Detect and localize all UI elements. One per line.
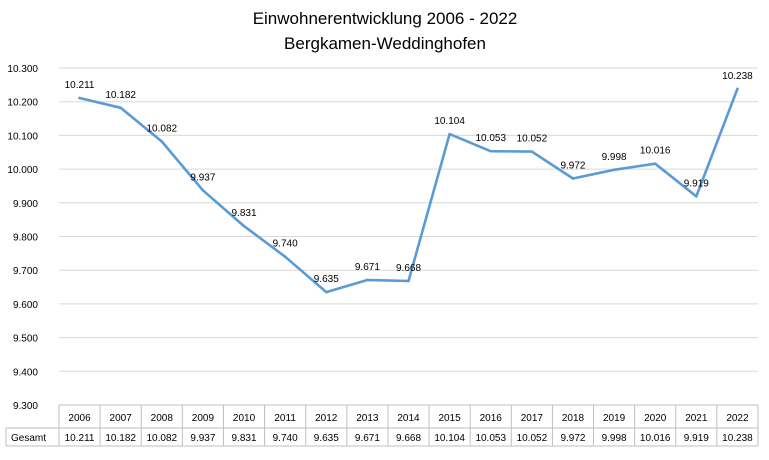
data-point: [242, 224, 246, 228]
data-label: 9.937: [190, 172, 215, 183]
table-value-cell: 10.182: [105, 433, 136, 444]
data-label: 10.104: [434, 116, 465, 127]
data-point: [324, 290, 328, 294]
data-point: [653, 162, 657, 166]
y-tick-label: 9.800: [13, 233, 38, 244]
y-tick-label: 10.300: [7, 64, 38, 75]
data-label: 10.052: [517, 134, 548, 145]
data-label: 9.998: [602, 152, 627, 163]
data-point: [119, 106, 122, 110]
y-tick-label: 9.400: [13, 367, 38, 378]
data-point: [160, 140, 164, 143]
data-label: 10.053: [475, 133, 506, 144]
chart-subtitle: Bergkamen-Weddinghofen: [284, 34, 486, 53]
y-tick-label: 9.500: [13, 334, 38, 345]
data-label: 10.238: [722, 71, 753, 82]
table-row-header: Gesamt: [11, 433, 46, 444]
x-tick-label: 2007: [110, 413, 133, 424]
y-tick-label: 9.600: [13, 300, 38, 311]
y-tick-label: 10.000: [7, 165, 38, 176]
x-tick-label: 2016: [480, 413, 503, 424]
x-tick-label: 2014: [397, 413, 420, 424]
data-label: 9.668: [396, 263, 421, 274]
data-point: [283, 255, 287, 259]
table-value-cell: 9.671: [355, 433, 380, 444]
x-tick-label: 2012: [315, 413, 338, 424]
table-value-cell: 10.052: [517, 433, 548, 444]
x-tick-label: 2017: [521, 413, 544, 424]
y-tick-label: 10.100: [7, 131, 38, 142]
data-point: [366, 278, 369, 282]
table-value-cell: 9.740: [273, 433, 298, 444]
data-label: 9.831: [232, 208, 257, 219]
data-table: Gesamt 2006 10.211 2007 10.182 2008 10.082 2009…: [5, 404, 759, 447]
data-label: 9.740: [273, 239, 298, 250]
data-label: 9.671: [355, 262, 380, 273]
chart-title: Einwohnerentwicklung 2006 - 2022: [253, 9, 518, 28]
x-tick-label: 2020: [644, 413, 667, 424]
data-point: [407, 279, 410, 283]
y-tick-label: 10.200: [7, 98, 38, 109]
x-tick-label: 2022: [726, 413, 749, 424]
data-label: 9.919: [684, 178, 709, 189]
x-tick-label: 2011: [274, 413, 296, 424]
x-tick-label: 2009: [192, 413, 215, 424]
table-value-cell: 10.211: [65, 433, 95, 444]
data-label: 10.182: [105, 90, 136, 101]
data-point: [612, 168, 616, 172]
data-point: [201, 189, 205, 192]
y-axis: 9.300 9.400 9.500 9.600 9.700 9.800 9.900 10.00…: [7, 64, 38, 412]
series-layer: [78, 87, 739, 294]
x-tick-label: 2021: [685, 413, 708, 424]
data-point: [489, 149, 493, 153]
x-tick-label: 2015: [438, 413, 461, 424]
data-label: 10.082: [146, 123, 177, 134]
table-value-cell: 9.937: [190, 433, 215, 444]
x-tick-label: 2013: [356, 413, 379, 424]
table-value-cell: 9.831: [232, 433, 257, 444]
y-tick-label: 9.700: [13, 266, 38, 277]
table-value-cell: 9.998: [602, 433, 627, 444]
table-value-cell: 9.635: [314, 433, 339, 444]
x-tick-label: 2018: [562, 413, 585, 424]
table-value-cell: 9.919: [684, 433, 709, 444]
y-tick-label: 9.300: [13, 401, 38, 412]
data-point: [695, 195, 698, 198]
y-tick-label: 9.900: [13, 199, 38, 210]
data-point: [448, 132, 451, 136]
table-value-cell: 10.016: [640, 433, 671, 444]
table-value-cell: 10.104: [434, 433, 465, 444]
table-value-cell: 10.053: [475, 433, 506, 444]
data-label: 9.972: [560, 161, 585, 172]
data-label: 9.635: [314, 274, 339, 285]
table-value-cell: 10.238: [722, 433, 753, 444]
data-label: 10.016: [640, 146, 671, 157]
x-tick-label: 2019: [603, 413, 626, 424]
table-value-cell: 9.972: [560, 433, 585, 444]
table-value-cell: 10.082: [146, 433, 177, 444]
data-label: 10.211: [65, 80, 95, 91]
x-tick-label: 2008: [151, 413, 174, 424]
series-line-gesamt: [78, 87, 739, 294]
data-point: [571, 177, 575, 180]
x-tick-label: 2006: [68, 413, 91, 424]
data-point: [736, 87, 739, 91]
table-value-cell: 9.668: [396, 433, 421, 444]
data-point: [530, 150, 534, 153]
x-tick-label: 2010: [233, 413, 256, 424]
data-point: [78, 96, 81, 100]
gridlines: [59, 67, 758, 372]
data-labels: 10.211 10.182 10.082 9.937 9.831 9.740 9.635 9.…: [65, 71, 754, 285]
